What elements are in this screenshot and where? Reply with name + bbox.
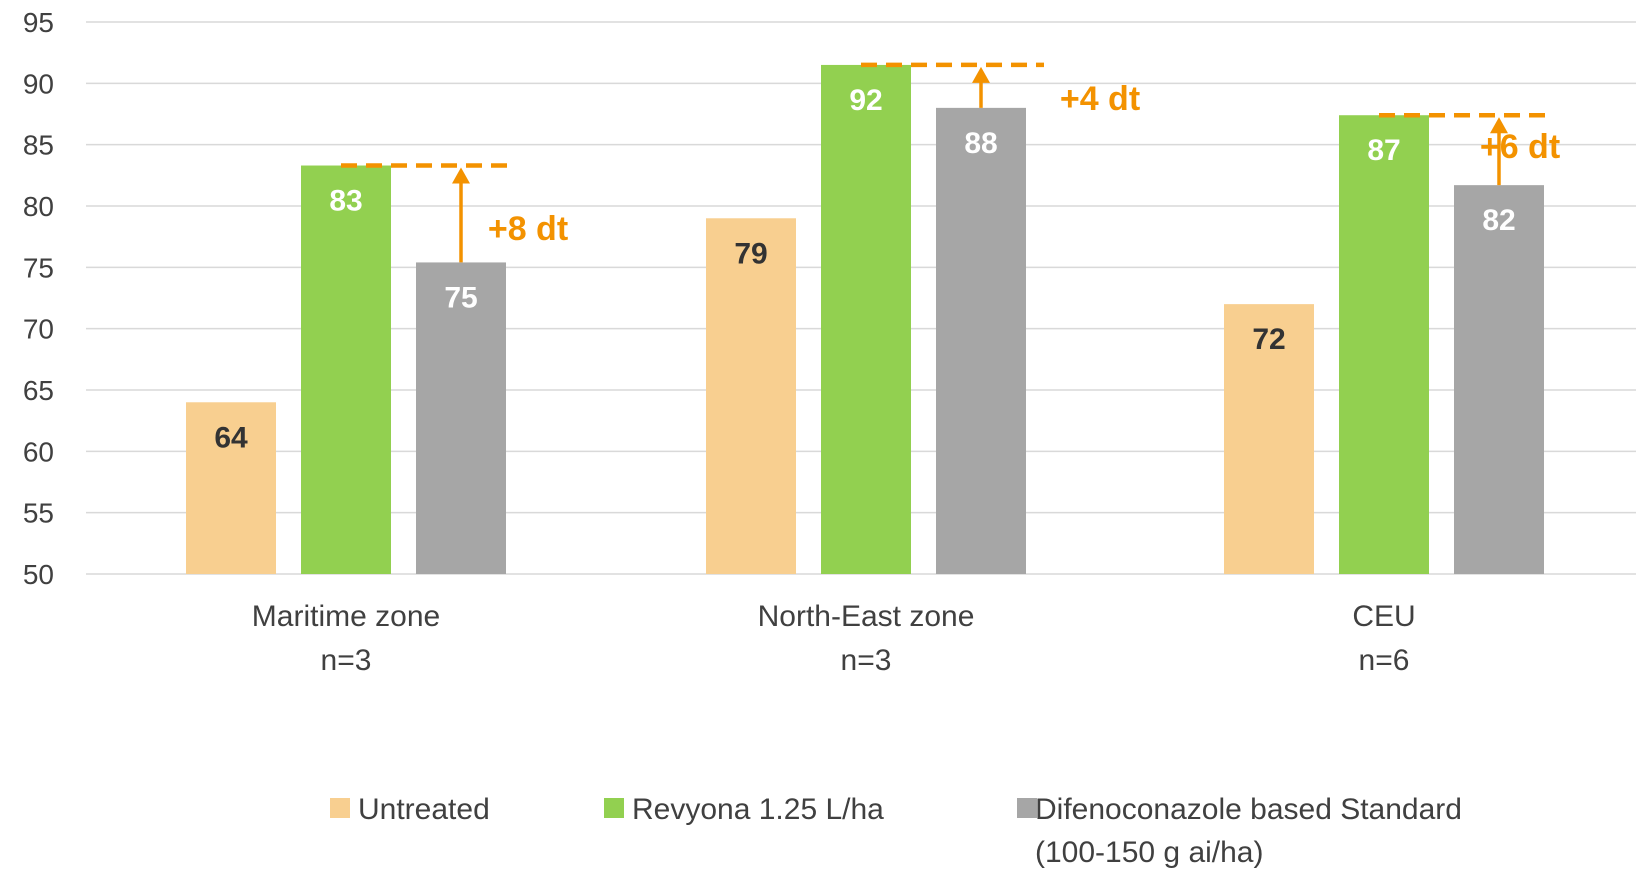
bar-3-3	[1454, 185, 1544, 574]
category-n-label: n=6	[1359, 644, 1410, 677]
data-label: 82	[1482, 204, 1515, 237]
data-label: 75	[444, 281, 477, 314]
data-label: 79	[734, 237, 767, 270]
bar-2-3	[1339, 115, 1429, 574]
legend-swatch	[330, 798, 350, 818]
category-label: North-East zone	[758, 600, 975, 633]
data-label: 64	[214, 421, 248, 454]
bar-2-2	[821, 64, 911, 574]
bar-1-3	[1224, 304, 1314, 574]
y-tick-label: 85	[23, 130, 54, 161]
data-label: 83	[329, 185, 362, 218]
data-label: 72	[1252, 323, 1285, 356]
bar-1-1	[186, 402, 276, 574]
y-tick-label: 90	[23, 68, 54, 99]
y-tick-label: 65	[23, 375, 54, 406]
legend-label: Untreated	[358, 793, 490, 826]
category-label: CEU	[1352, 600, 1415, 633]
legend-label-line2: (100-150 g ai/ha)	[1035, 836, 1264, 869]
bar-3-2	[936, 107, 1026, 574]
bar-2-1	[301, 165, 391, 574]
arrow-head	[1490, 117, 1508, 134]
y-tick-label: 75	[23, 252, 54, 283]
y-tick-label: 50	[23, 559, 54, 590]
data-label: 88	[964, 127, 997, 160]
difference-annotation: +6 dt	[1480, 128, 1560, 166]
data-label: 87	[1367, 134, 1400, 167]
arrow-head	[452, 167, 470, 184]
y-tick-label: 95	[23, 7, 54, 38]
bar-3-1	[416, 262, 506, 574]
y-tick-label: 80	[23, 191, 54, 222]
arrow-head	[972, 66, 990, 83]
difference-annotation: +4 dt	[1060, 80, 1140, 118]
legend-swatch	[604, 798, 624, 818]
difference-annotation: +8 dt	[488, 210, 568, 248]
category-n-label: n=3	[321, 644, 372, 677]
category-label: Maritime zone	[252, 600, 440, 633]
y-tick-label: 55	[23, 498, 54, 529]
category-n-label: n=3	[841, 644, 892, 677]
legend-label: Revyona 1.25 L/ha	[632, 793, 884, 826]
bar-1-2	[706, 218, 796, 574]
y-tick-label: 70	[23, 314, 54, 345]
y-tick-label: 60	[23, 436, 54, 467]
legend-swatch	[1017, 798, 1037, 818]
data-label: 92	[849, 84, 882, 117]
legend-label: Difenoconazole based Standard	[1035, 793, 1462, 826]
